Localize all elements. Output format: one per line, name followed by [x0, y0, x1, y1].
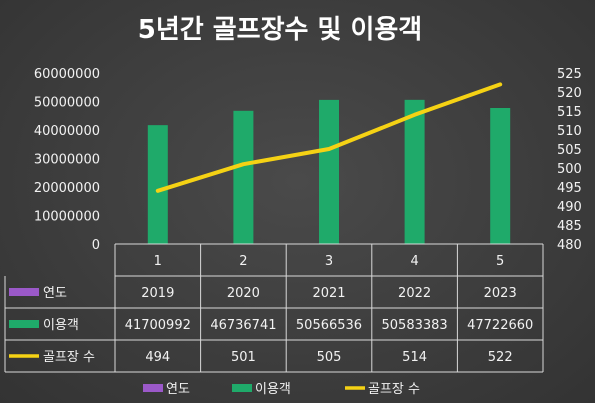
right-axis-tick-8: 520 [557, 86, 582, 101]
line-point-4 [413, 113, 417, 117]
right-axis-tick-4: 500 [557, 162, 582, 177]
line-series [155, 82, 503, 193]
table-cell-2-3: 50566536 [296, 318, 362, 333]
left-axis-tick-1: 10000000 [34, 210, 100, 225]
right-axis-tick-7: 515 [557, 105, 582, 120]
table-cell-3-1: 494 [145, 350, 170, 365]
bar-2 [233, 110, 254, 244]
left-axis-tick-5: 50000000 [34, 96, 100, 111]
table-cell-2-5: 47722660 [467, 318, 533, 333]
data-table: 1 2 3 4 5 연도 2019 2020 2021 2022 2023 이용객 41700992 46… [4, 243, 544, 373]
chart-title: 5년간 골프장수 및 이용객 [138, 15, 422, 45]
line-point-3 [327, 147, 331, 151]
table-cell-3-3: 505 [317, 350, 342, 365]
legend-key-1 [143, 384, 163, 392]
table-cell-1-1: 2019 [141, 286, 174, 301]
line-point-5 [498, 82, 502, 86]
right-axis-tick-5: 505 [557, 143, 582, 158]
category-label-5: 5 [496, 254, 504, 269]
table-cell-1-5: 2023 [484, 286, 517, 301]
table-cell-1-3: 2021 [312, 286, 345, 301]
category-label-2: 2 [239, 254, 247, 269]
left-axis: 0 10000000 20000000 30000000 40000000 5000000… [34, 67, 100, 253]
table-cell-2-1: 41700992 [125, 318, 191, 333]
table-cell-3-5: 522 [488, 350, 513, 365]
right-axis-tick-1: 485 [557, 219, 582, 234]
line-point-1 [156, 189, 160, 193]
right-axis-tick-9: 525 [557, 67, 582, 82]
legend-label-1: 연도 [166, 382, 190, 397]
right-axis-tick-6: 510 [557, 124, 582, 139]
legend-label-3: 골프장 수 [368, 382, 420, 397]
legend-key-2 [232, 384, 252, 392]
legend: 연도 이용객 골프장 수 [143, 382, 420, 397]
bar-5 [490, 107, 511, 244]
left-axis-tick-4: 40000000 [34, 124, 100, 139]
table-cell-3-4: 514 [402, 350, 427, 365]
right-axis-tick-3: 495 [557, 181, 582, 196]
table-cell-3-2: 501 [231, 350, 256, 365]
category-label-3: 3 [325, 254, 333, 269]
left-axis-tick-6: 60000000 [34, 67, 100, 82]
legend-label-2: 이용객 [255, 382, 291, 397]
table-row-label-2: 이용객 [43, 318, 79, 333]
line-point-2 [241, 162, 245, 166]
left-axis-tick-2: 20000000 [34, 181, 100, 196]
bar-group [147, 99, 511, 244]
category-label-1: 1 [154, 254, 162, 269]
category-label-4: 4 [410, 254, 418, 269]
table-cell-1-4: 2022 [398, 286, 431, 301]
table-row-label-3: 골프장 수 [43, 350, 95, 365]
left-axis-tick-3: 30000000 [34, 153, 100, 168]
right-axis: 480 485 490 495 500 505 510 515 520 525 [557, 67, 582, 253]
table-cell-2-4: 50583383 [382, 318, 448, 333]
table-cell-1-2: 2020 [227, 286, 260, 301]
bar-3 [319, 99, 339, 244]
table-cell-2-2: 46736741 [210, 318, 276, 333]
table-key-swatch-1 [9, 288, 39, 296]
right-axis-tick-2: 490 [557, 200, 582, 215]
right-axis-tick-0: 480 [557, 238, 582, 253]
bar-4 [404, 99, 425, 244]
left-axis-tick-0: 0 [92, 238, 100, 253]
table-row-label-1: 연도 [43, 286, 67, 301]
table-key-swatch-2 [9, 320, 39, 328]
bar-1 [147, 125, 168, 244]
